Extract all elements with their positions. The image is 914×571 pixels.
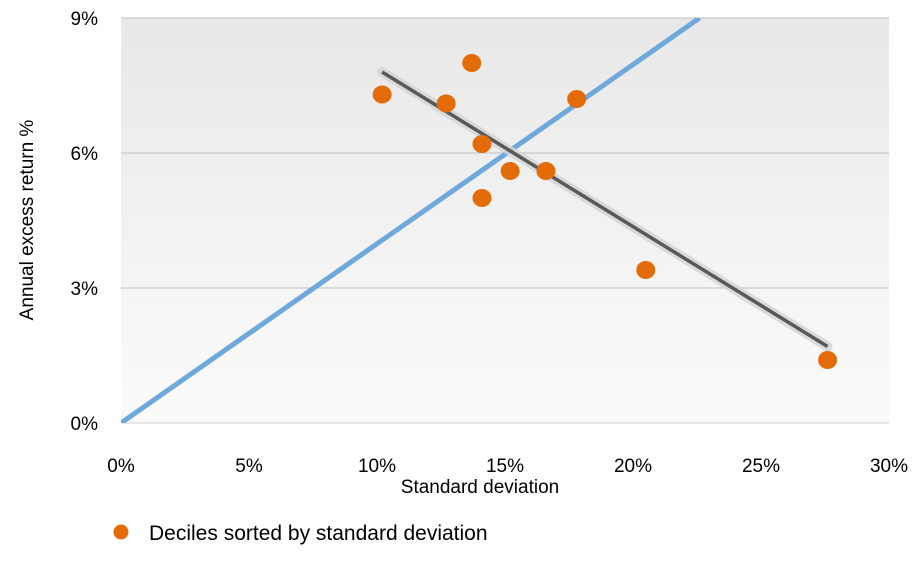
data-point [472,135,492,153]
data-point [536,162,556,180]
data-point [818,351,838,369]
data-point [472,189,492,207]
data-point [436,94,456,113]
x-tick-label: 20% [614,456,652,477]
plot-area [121,18,889,423]
x-tick-label: 15% [486,456,524,477]
x-tick-label: 30% [870,456,908,477]
data-point [567,90,587,108]
y-tick-label: 9% [71,9,99,30]
legend: Deciles sorted by standard deviation [113,522,488,545]
x-tick-label: 0% [107,456,135,477]
x-tick-label: 5% [235,456,263,477]
y-tick-label: 6% [71,144,99,165]
gridlines [121,17,889,424]
trendline [381,70,829,348]
data-point [500,162,520,180]
point-layer [372,54,838,369]
y-tick-label: 0% [71,414,99,435]
x-axis-ticks: 0% 5% 10% 15% 20% 25% 30% [107,456,908,477]
legend-label: Deciles sorted by standard deviation [149,522,488,545]
y-tick-label: 3% [71,279,99,300]
data-point [462,54,482,72]
x-tick-label: 25% [742,456,780,477]
data-point [372,85,392,104]
y-axis-title: Annual excess return % [17,120,38,321]
x-tick-label: 10% [358,456,396,477]
reference-line [121,18,701,423]
y-axis-ticks: 0% 3% 6% 9% [71,9,99,435]
data-point [636,261,656,279]
line-layer [121,18,833,423]
x-axis-title: Standard deviation [401,477,559,498]
legend-marker-icon [113,524,129,540]
